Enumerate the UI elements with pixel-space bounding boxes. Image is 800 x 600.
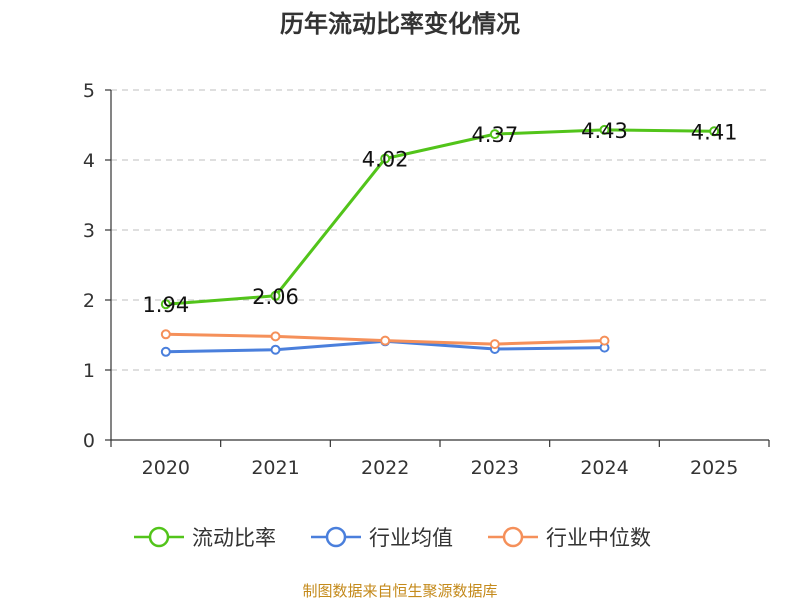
- legend[interactable]: 流动比率 行业均值 行业中位数: [134, 526, 651, 550]
- data-point-1-1[interactable]: [270, 344, 281, 355]
- legend-item-1[interactable]: 行业均值: [311, 526, 453, 550]
- legend-marker-0: [148, 526, 170, 548]
- y-tick-label: 0: [83, 430, 95, 452]
- data-label-2023: 4.37: [471, 123, 518, 147]
- data-label-2024: 4.43: [581, 119, 628, 143]
- data-label-2021: 2.06: [252, 285, 299, 309]
- legend-marker-2: [502, 526, 524, 548]
- data-point-2-1[interactable]: [270, 331, 281, 342]
- x-tick-label-2021: 2021: [251, 457, 299, 479]
- legend-item-0[interactable]: 流动比率: [134, 526, 276, 550]
- y-tick-label: 1: [83, 360, 95, 382]
- data-point-2-3[interactable]: [489, 339, 500, 350]
- y-tick-label: 3: [83, 220, 95, 242]
- x-tick-label-2024: 2024: [580, 457, 628, 479]
- data-point-2-4[interactable]: [599, 335, 610, 346]
- data-point-0-4[interactable]: [599, 124, 610, 135]
- data-labels-layer: 1.94 2.06 4.02 4.37 4.43 4.41: [142, 119, 737, 317]
- x-tick-label-2022: 2022: [361, 457, 409, 479]
- data-point-0-5[interactable]: [709, 126, 720, 137]
- data-point-1-0[interactable]: [160, 346, 171, 357]
- source-note: 制图数据来自恒生聚源数据库: [302, 582, 497, 600]
- data-point-0-2[interactable]: [380, 153, 391, 164]
- series-0: [160, 124, 720, 310]
- legend-item-2[interactable]: 行业中位数: [488, 526, 651, 550]
- axes-layer: 0 1 2 3 4 5 2020 2021 2022 2023 2024 2025: [83, 80, 770, 479]
- data-label-2020: 1.94: [142, 293, 189, 317]
- x-tick-label-2020: 2020: [142, 457, 190, 479]
- data-point-2-0[interactable]: [160, 329, 171, 340]
- data-label-2025: 4.41: [691, 120, 738, 144]
- x-tick-label-2023: 2023: [471, 457, 519, 479]
- data-point-2-2[interactable]: [380, 335, 391, 346]
- data-point-0-1[interactable]: [270, 290, 281, 301]
- series-layer: [160, 124, 720, 357]
- y-tick-label: 4: [83, 150, 95, 172]
- data-point-0-3[interactable]: [489, 129, 500, 140]
- y-tick-label: 5: [83, 80, 95, 102]
- legend-marker-1: [325, 526, 347, 548]
- chart-title: 历年流动比率变化情况: [280, 10, 520, 38]
- legend-label-2: 行业中位数: [546, 526, 651, 550]
- series-2: [160, 329, 610, 350]
- series-line-0: [165, 128, 715, 306]
- legend-label-0: 流动比率: [192, 526, 276, 550]
- y-tick-label: 2: [83, 290, 95, 312]
- data-point-0-0[interactable]: [160, 299, 171, 310]
- legend-label-1: 行业均值: [369, 526, 453, 550]
- x-tick-label-2025: 2025: [690, 457, 738, 479]
- data-label-2022: 4.02: [362, 148, 409, 172]
